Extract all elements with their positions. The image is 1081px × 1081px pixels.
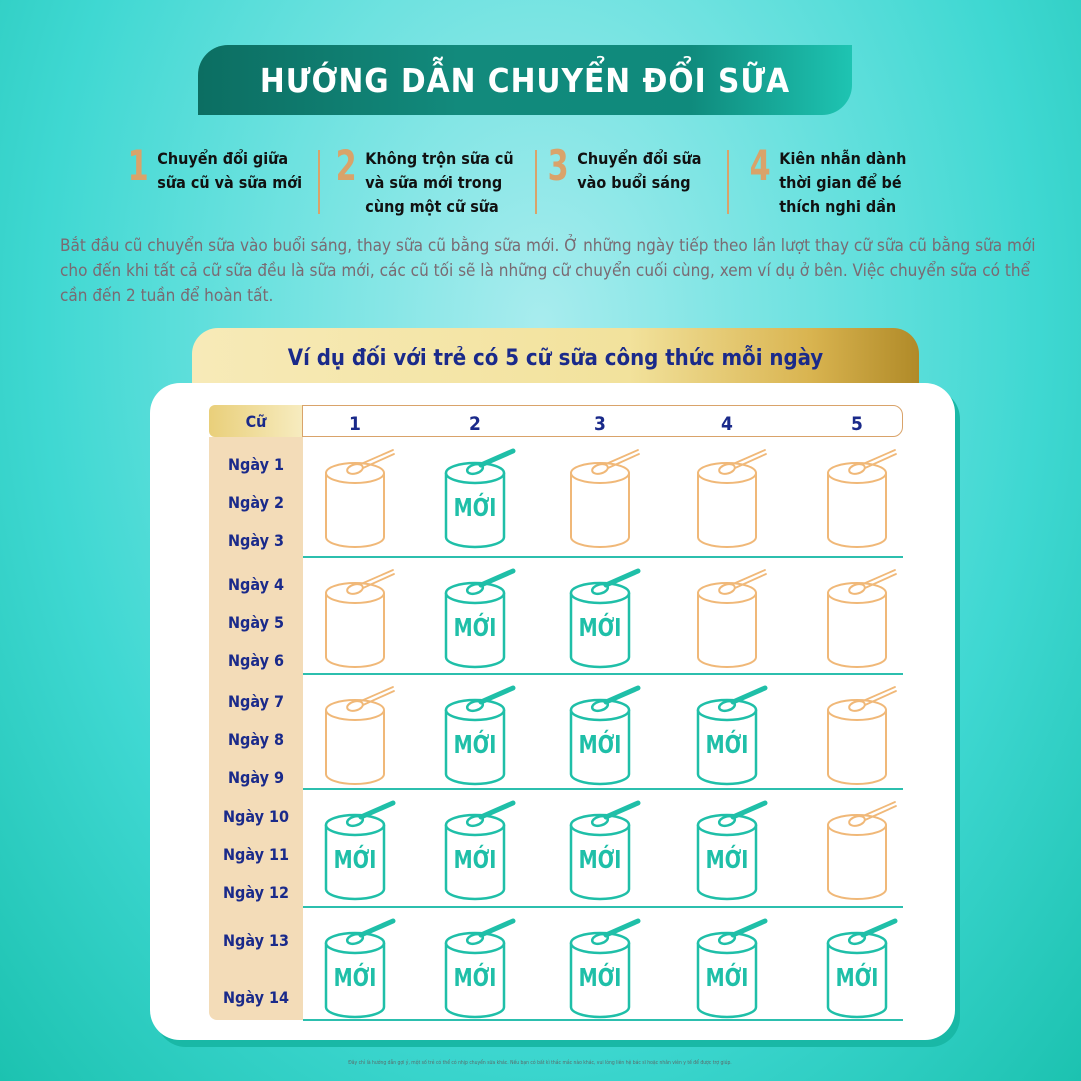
new-label: MỚI <box>578 963 622 992</box>
new-milk-can-icon: MỚI <box>443 567 523 675</box>
new-label: MỚI <box>453 613 497 642</box>
row-divider <box>303 906 903 908</box>
old-milk-can-icon <box>695 447 775 555</box>
row-divider <box>303 673 903 675</box>
step-3: 3 Chuyển đổi sữa vào buổi sáng <box>545 141 702 195</box>
day-label: Ngày 7 <box>228 692 284 711</box>
new-milk-can-icon: MỚI <box>695 684 775 792</box>
old-milk-can-icon <box>323 684 403 792</box>
new-milk-can-icon: MỚI <box>443 917 523 1025</box>
feed-number-header <box>302 405 903 437</box>
day-label: Ngày 12 <box>223 883 289 902</box>
row-divider <box>303 1019 903 1021</box>
step-text: Chuyển đổi giữa sữa cũ và sữa mới <box>157 149 303 192</box>
new-label: MỚI <box>705 845 749 874</box>
new-milk-can-icon: MỚI <box>695 799 775 907</box>
old-milk-can-icon <box>323 447 403 555</box>
new-label: MỚI <box>453 963 497 992</box>
day-label: Ngày 13 <box>223 931 289 950</box>
feed-number: 3 <box>594 413 606 435</box>
day-label: Ngày 11 <box>223 845 289 864</box>
new-milk-can-icon: MỚI <box>568 567 648 675</box>
day-label: Ngày 9 <box>228 768 284 787</box>
new-label: MỚI <box>578 730 622 759</box>
old-milk-can-icon <box>825 799 905 907</box>
step-text: Không trộn sữa cũ và sữa mới trong cùng … <box>365 149 514 216</box>
divider <box>535 150 537 214</box>
step-number: 2 <box>335 141 357 190</box>
row-divider <box>303 788 903 790</box>
day-column <box>209 437 303 1020</box>
day-label: Ngày 5 <box>228 613 284 632</box>
new-milk-can-icon: MỚI <box>443 684 523 792</box>
new-label: MỚI <box>578 613 622 642</box>
feed-number: 4 <box>721 413 733 435</box>
row-divider <box>303 556 903 558</box>
new-milk-can-icon: MỚI <box>443 447 523 555</box>
feed-number: 2 <box>469 413 481 435</box>
day-label: Ngày 8 <box>228 730 284 749</box>
step-2: 2 Không trộn sữa cũ và sữa mới trong cùng… <box>333 145 514 219</box>
old-milk-can-icon <box>825 567 905 675</box>
feed-number: 1 <box>349 413 361 435</box>
disclaimer: Đây chỉ là hướng dẫn gợi ý, một số trẻ c… <box>348 1060 732 1066</box>
feed-number: 5 <box>851 413 863 435</box>
new-label: MỚI <box>578 845 622 874</box>
example-title: Ví dụ đối với trẻ có 5 cữ sữa công thức … <box>192 328 919 388</box>
new-label: MỚI <box>835 963 879 992</box>
old-milk-can-icon <box>568 447 648 555</box>
new-label: MỚI <box>333 845 377 874</box>
day-label: Ngày 3 <box>228 531 284 550</box>
new-milk-can-icon: MỚI <box>568 799 648 907</box>
new-milk-can-icon: MỚI <box>568 917 648 1025</box>
step-number: 4 <box>749 141 771 190</box>
new-milk-can-icon: MỚI <box>695 917 775 1025</box>
step-text: Chuyển đổi sữa vào buổi sáng <box>577 149 702 192</box>
new-milk-can-icon: MỚI <box>323 917 403 1025</box>
new-label: MỚI <box>453 730 497 759</box>
new-label: MỚI <box>705 963 749 992</box>
new-label: MỚI <box>333 963 377 992</box>
new-milk-can-icon: MỚI <box>568 684 648 792</box>
steps: 1 Chuyển đổi giữa sữa cũ và sữa mới 2 Khôn… <box>125 141 945 217</box>
old-milk-can-icon <box>323 567 403 675</box>
new-milk-can-icon: MỚI <box>825 917 905 1025</box>
step-number: 1 <box>127 141 149 190</box>
step-number: 3 <box>547 141 569 190</box>
new-label: MỚI <box>453 845 497 874</box>
day-label: Ngày 1 <box>228 455 284 474</box>
divider <box>318 150 320 214</box>
old-milk-can-icon <box>825 684 905 792</box>
new-label: MỚI <box>453 493 497 522</box>
divider <box>727 150 729 214</box>
day-label: Ngày 10 <box>223 807 289 826</box>
new-milk-can-icon: MỚI <box>443 799 523 907</box>
old-milk-can-icon <box>825 447 905 555</box>
step-4: 4 Kiên nhẫn dành thời gian để bé thích ng… <box>747 141 907 219</box>
new-milk-can-icon: MỚI <box>323 799 403 907</box>
step-1: 1 Chuyển đổi giữa sữa cũ và sữa mới <box>125 145 302 195</box>
page-title: HƯỚNG DẪN CHUYỂN ĐỔI SỮA <box>198 45 852 115</box>
new-label: MỚI <box>705 730 749 759</box>
intro-paragraph: Bắt đầu cũ chuyển sữa vào buổi sáng, tha… <box>60 236 1036 306</box>
feed-header: Cữ <box>209 405 303 437</box>
day-label: Ngày 6 <box>228 651 284 670</box>
step-text: Kiên nhẫn dành thời gian để bé thích ngh… <box>779 149 907 216</box>
day-label: Ngày 14 <box>223 988 289 1007</box>
day-label: Ngày 4 <box>228 575 284 594</box>
old-milk-can-icon <box>695 567 775 675</box>
day-label: Ngày 2 <box>228 493 284 512</box>
